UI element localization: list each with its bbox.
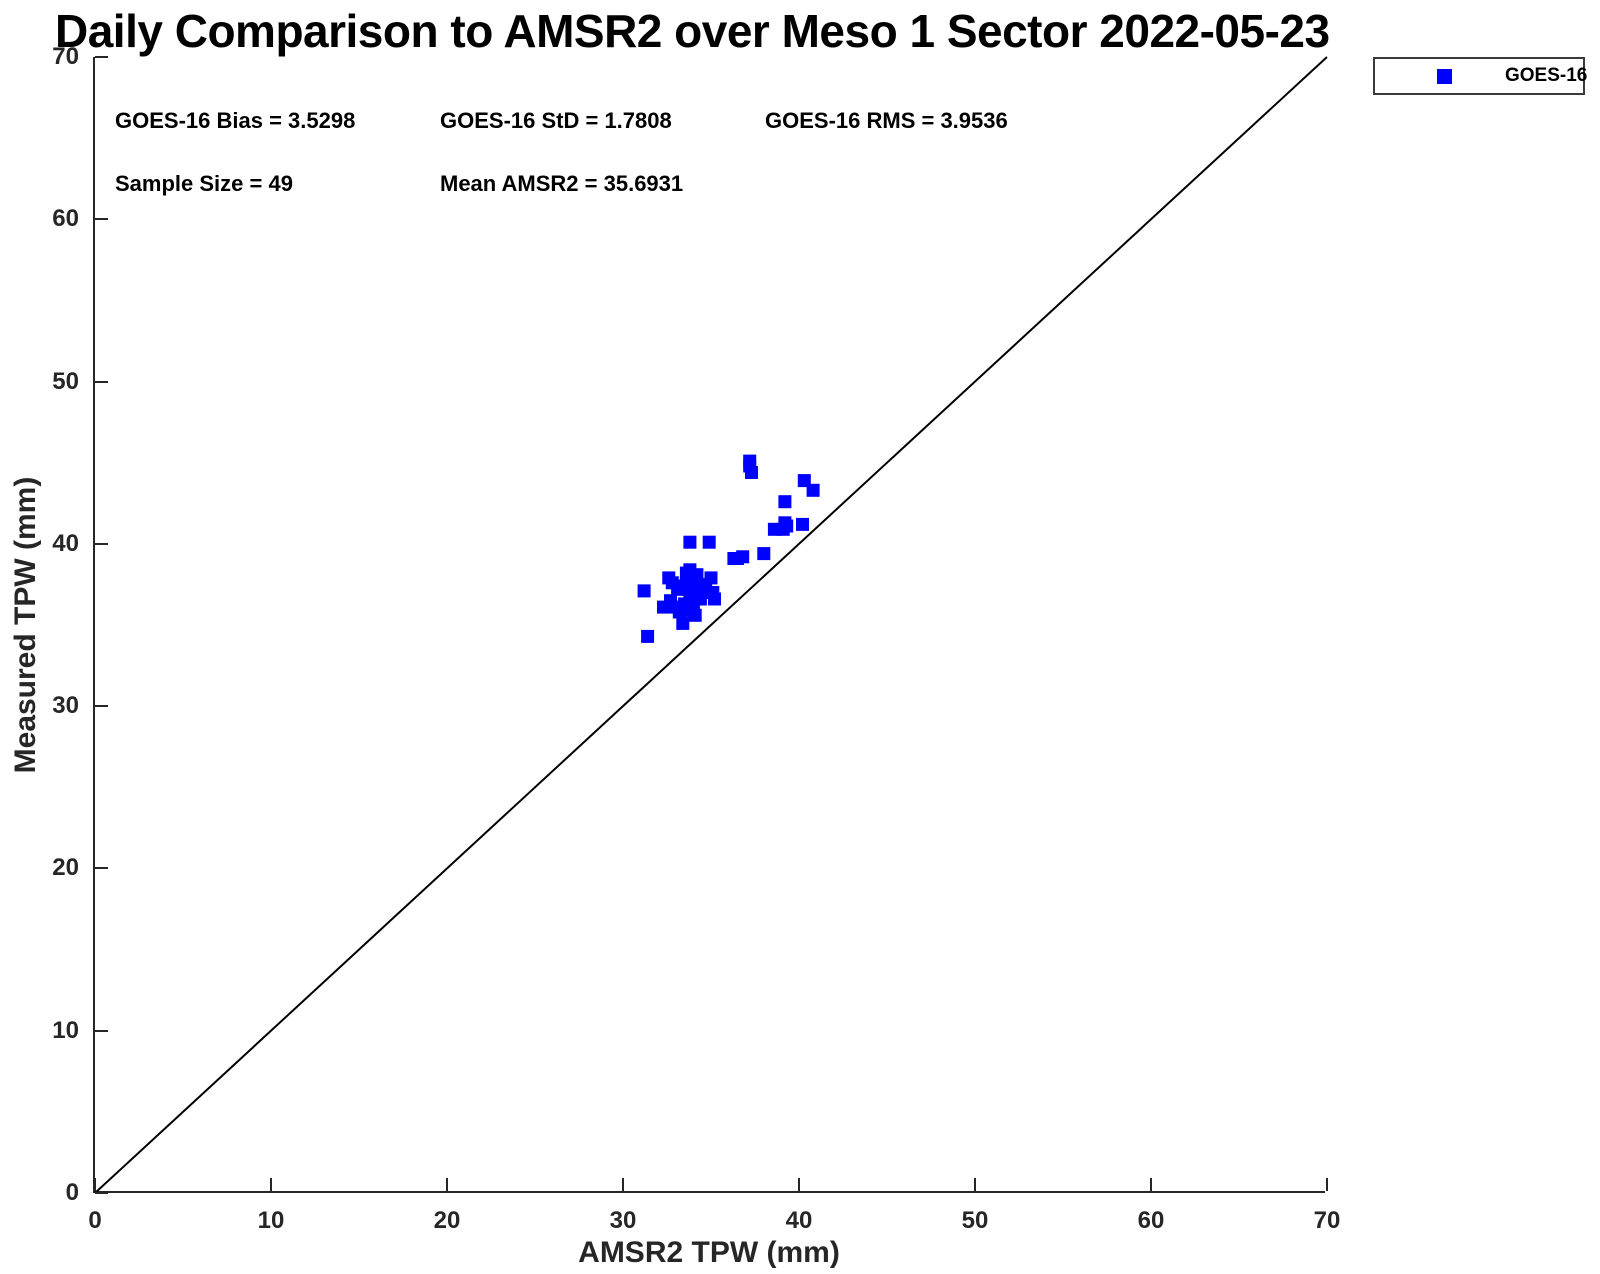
y-tick-70 — [95, 56, 108, 58]
legend-series-label: GOES-16 — [1505, 65, 1588, 86]
scatter-point — [676, 616, 690, 630]
x-tick-10 — [270, 1178, 272, 1191]
x-tick-40 — [798, 1178, 800, 1191]
stat-mean-amsr2: Mean AMSR2 = 35.6931 — [440, 171, 684, 196]
x-tick-30 — [622, 1178, 624, 1191]
x-tick-label-20: 20 — [433, 1207, 461, 1234]
x-tick-label-30: 30 — [609, 1207, 637, 1234]
x-tick-50 — [974, 1178, 976, 1191]
x-tick-label-50: 50 — [961, 1207, 989, 1234]
y-tick-label-50: 50 — [52, 367, 79, 395]
x-tick-label-0: 0 — [88, 1207, 102, 1234]
y-tick-label-10: 10 — [52, 1016, 79, 1044]
y-axis-label: Measured TPW (mm) — [9, 476, 42, 774]
stat-rms: GOES-16 RMS = 3.9536 — [765, 108, 1008, 133]
scatter-point — [637, 584, 651, 598]
y-tick-label-30: 30 — [52, 692, 79, 720]
x-tick-label-60: 60 — [1137, 1207, 1165, 1234]
y-tick-0 — [95, 1192, 108, 1194]
x-tick-label-40: 40 — [785, 1207, 813, 1234]
y-tick-10 — [95, 1029, 108, 1032]
y-tick-label-60: 60 — [52, 205, 79, 233]
scatter-point — [778, 495, 792, 509]
y-tick-label-20: 20 — [52, 854, 79, 882]
plot-area: 0 10 20 30 40 50 60 70 0 10 20 30 40 50 60 70 — [52, 43, 1340, 1234]
scatter-point — [657, 600, 670, 614]
x-tick-20 — [446, 1178, 448, 1191]
scatter-point — [767, 522, 781, 536]
scatter-point — [806, 483, 820, 497]
legend: GOES-16 — [1373, 57, 1588, 95]
scatter-point — [671, 582, 685, 596]
y-tick-20 — [95, 867, 108, 870]
y-tick-30 — [95, 705, 108, 708]
scatter-point — [757, 547, 771, 561]
scatter-point — [641, 629, 655, 643]
x-axis-label: AMSR2 TPW (mm) — [578, 1236, 840, 1269]
x-tick-label-70: 70 — [1313, 1207, 1341, 1234]
stat-bias: GOES-16 Bias = 3.5298 — [115, 108, 356, 133]
scatter-point — [688, 608, 702, 622]
x-tick-60 — [1150, 1178, 1152, 1191]
goes16-scatter-points — [637, 454, 820, 643]
x-tick-0 — [94, 1178, 96, 1191]
stat-sample-size: Sample Size = 49 — [115, 171, 293, 196]
legend-square-marker-icon — [1437, 68, 1452, 84]
chart-title: Daily Comparison to AMSR2 over Meso 1 Se… — [55, 5, 1330, 57]
scatter-plot-canvas — [94, 56, 1328, 1194]
x-tick-label-10: 10 — [257, 1207, 285, 1234]
scatter-point — [672, 605, 686, 619]
one-to-one-reference-line — [94, 56, 1328, 1194]
y-tick-40 — [95, 542, 108, 545]
x-tick-70 — [1326, 1178, 1328, 1191]
y-tick-label-40: 40 — [52, 529, 79, 557]
y-tick-50 — [95, 380, 108, 383]
scatter-point — [708, 592, 721, 606]
scatter-point — [796, 517, 809, 531]
stat-std: GOES-16 StD = 1.7808 — [440, 108, 672, 133]
scatter-point — [683, 535, 697, 549]
y-tick-label-70: 70 — [52, 43, 79, 70]
scatter-point — [730, 552, 744, 565]
y-tick-label-0: 0 — [65, 1179, 79, 1206]
scatter-point — [743, 459, 757, 473]
scatter-point — [780, 519, 794, 533]
scatter-point — [702, 535, 716, 549]
y-tick-60 — [95, 218, 108, 221]
